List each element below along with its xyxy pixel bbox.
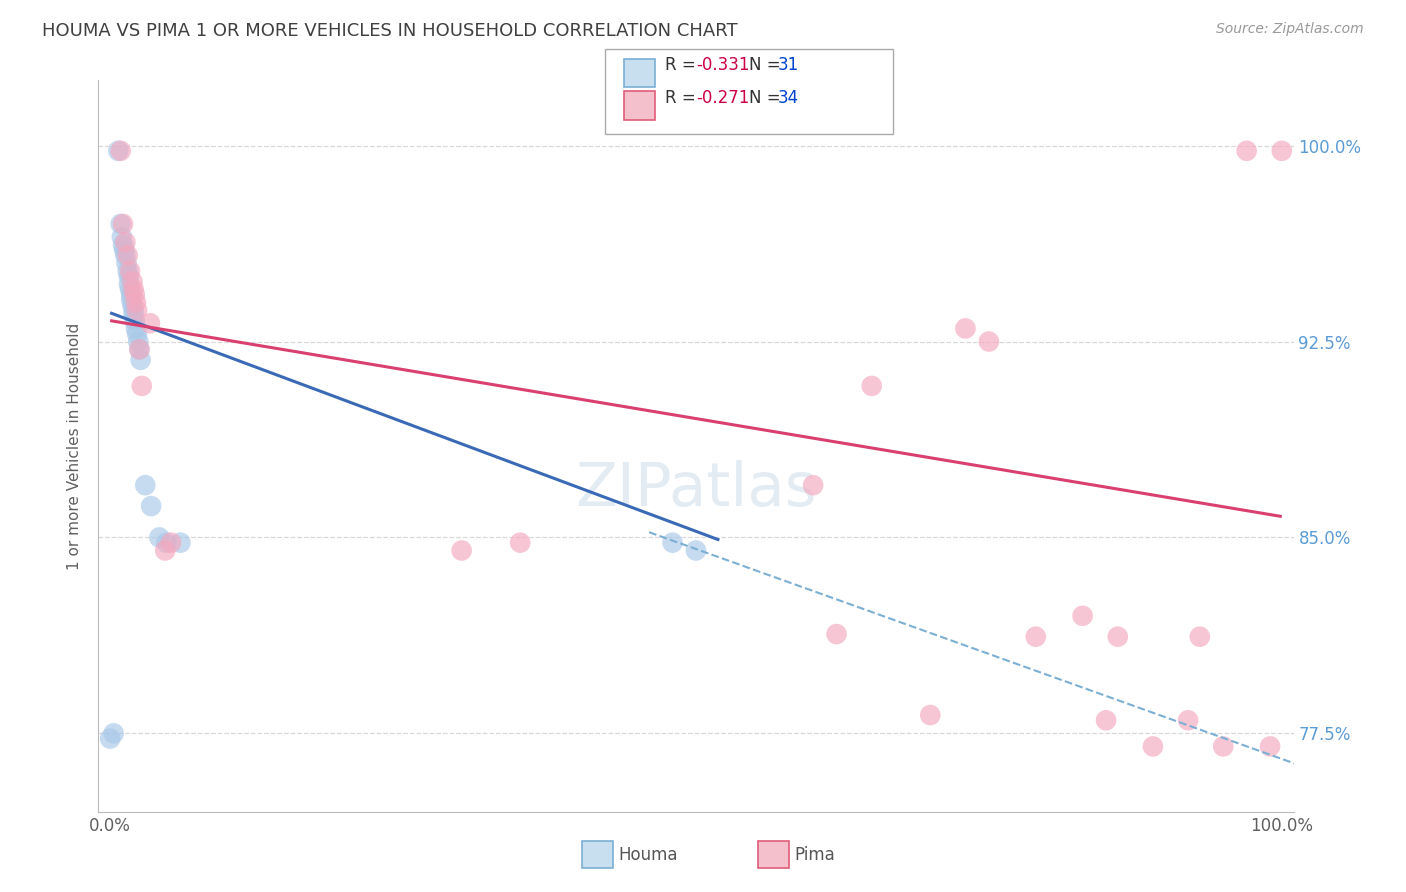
- Point: [160, 535, 183, 549]
- Text: ZIPatlas: ZIPatlas: [575, 460, 817, 519]
- Y-axis label: 1 or more Vehicles in Household: 1 or more Vehicles in Household: [67, 322, 83, 570]
- Text: Houma: Houma: [619, 846, 678, 863]
- Point: [1236, 144, 1258, 158]
- Point: [128, 343, 150, 357]
- Point: [107, 144, 129, 158]
- Point: [120, 287, 142, 301]
- Point: [124, 287, 146, 301]
- Text: 31: 31: [778, 56, 799, 74]
- Point: [685, 543, 707, 558]
- Point: [110, 217, 132, 231]
- Point: [122, 282, 145, 296]
- Point: [1095, 714, 1118, 728]
- Point: [117, 264, 139, 278]
- Point: [1071, 608, 1094, 623]
- Point: [801, 478, 824, 492]
- Point: [112, 237, 135, 252]
- Point: [155, 543, 177, 558]
- Point: [98, 731, 121, 746]
- Point: [155, 535, 177, 549]
- Point: [128, 343, 150, 357]
- Point: [125, 321, 148, 335]
- Point: [122, 303, 145, 318]
- Point: [134, 478, 156, 492]
- Point: [1258, 739, 1281, 754]
- Point: [1177, 714, 1199, 728]
- Point: [860, 379, 883, 393]
- Point: [977, 334, 1000, 349]
- Point: [955, 321, 977, 335]
- Point: [120, 293, 142, 307]
- Point: [120, 282, 141, 296]
- Point: [509, 535, 531, 549]
- Point: [1271, 144, 1294, 158]
- Point: [121, 274, 143, 288]
- Point: [1142, 739, 1164, 754]
- Point: [131, 379, 153, 393]
- Point: [115, 256, 138, 270]
- Point: [127, 303, 149, 318]
- Point: [110, 144, 132, 158]
- Point: [1107, 630, 1129, 644]
- Text: Source: ZipAtlas.com: Source: ZipAtlas.com: [1216, 22, 1364, 37]
- Point: [450, 543, 472, 558]
- Point: [112, 243, 135, 257]
- Text: HOUMA VS PIMA 1 OR MORE VEHICLES IN HOUSEHOLD CORRELATION CHART: HOUMA VS PIMA 1 OR MORE VEHICLES IN HOUS…: [42, 22, 738, 40]
- Point: [1025, 630, 1047, 644]
- Point: [120, 264, 141, 278]
- Text: 34: 34: [778, 89, 799, 107]
- Point: [127, 334, 149, 349]
- Point: [114, 235, 136, 250]
- Point: [139, 316, 162, 330]
- Point: [121, 298, 143, 312]
- Text: -0.271: -0.271: [696, 89, 749, 107]
- Point: [1212, 739, 1234, 754]
- Text: Pima: Pima: [794, 846, 835, 863]
- Point: [1188, 630, 1211, 644]
- Text: R =: R =: [665, 56, 702, 74]
- Point: [122, 309, 145, 323]
- Point: [825, 627, 848, 641]
- Point: [112, 217, 135, 231]
- Text: R =: R =: [665, 89, 702, 107]
- Text: N =: N =: [749, 56, 786, 74]
- Text: N =: N =: [749, 89, 786, 107]
- Point: [117, 248, 139, 262]
- Point: [127, 326, 149, 341]
- Point: [141, 499, 163, 513]
- Point: [148, 530, 170, 544]
- Point: [661, 535, 683, 549]
- Point: [103, 726, 125, 740]
- Point: [125, 295, 148, 310]
- Point: [111, 230, 134, 244]
- Point: [920, 708, 942, 723]
- Point: [118, 277, 141, 291]
- Point: [114, 248, 136, 262]
- Point: [124, 313, 146, 327]
- Point: [118, 269, 141, 284]
- Text: -0.331: -0.331: [696, 56, 749, 74]
- Point: [129, 352, 152, 367]
- Point: [169, 535, 191, 549]
